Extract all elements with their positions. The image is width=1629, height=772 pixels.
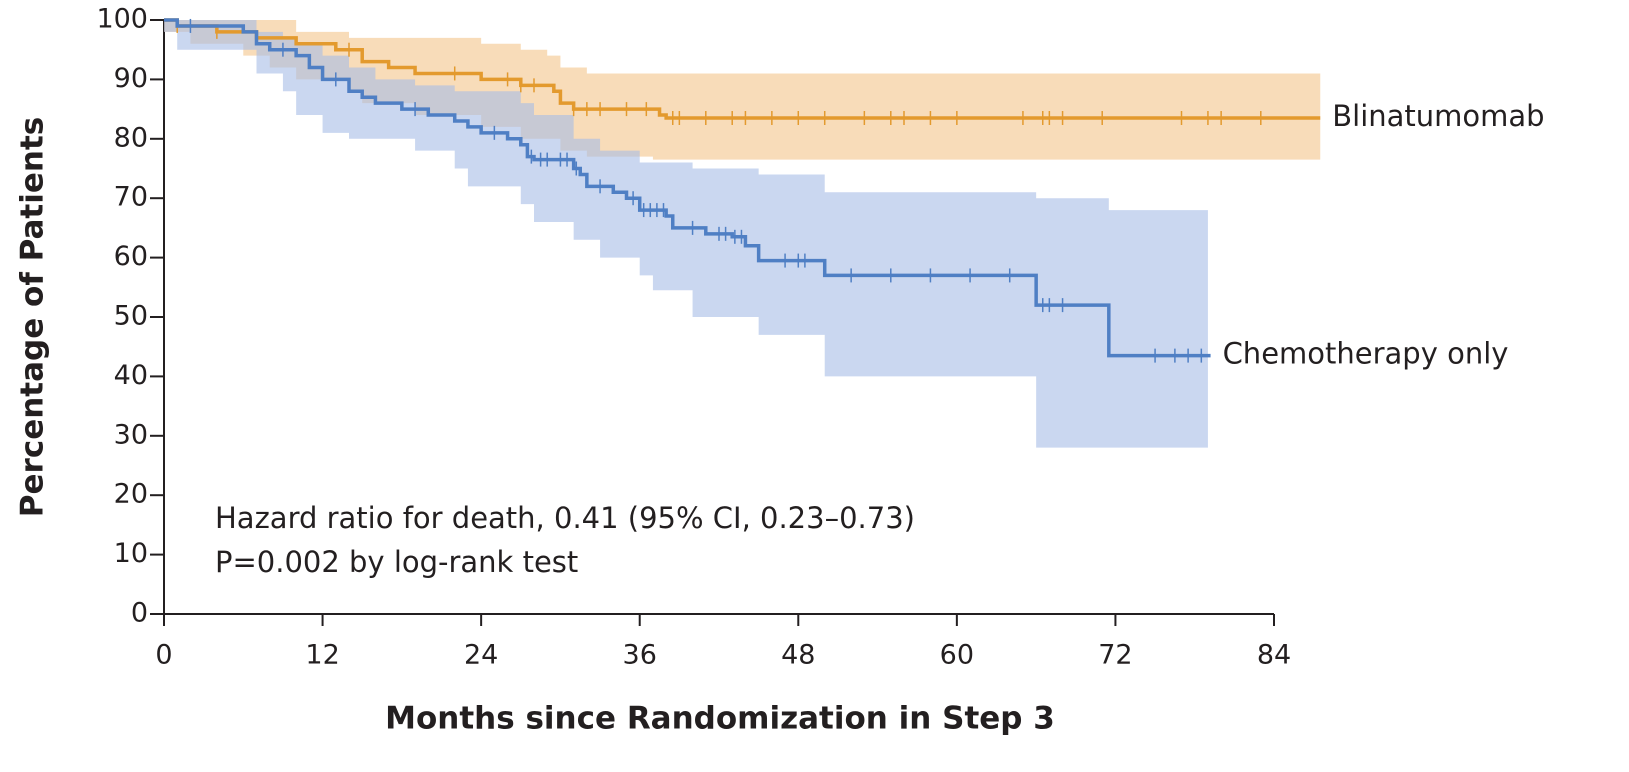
y-axis-label: Percentage of Patients [15, 117, 51, 517]
y-tick-label: 80 [114, 122, 148, 153]
y-tick-label: 100 [96, 4, 148, 35]
y-tick-label: 90 [114, 63, 148, 94]
y-tick-label: 70 [114, 182, 148, 213]
x-tick-label: 0 [155, 640, 172, 671]
x-tick-label: 36 [623, 640, 657, 671]
confidence-band [164, 20, 1321, 160]
legend-label: Chemotherapy only [1223, 337, 1509, 371]
y-tick-label: 60 [114, 241, 148, 272]
annotation: P=0.002 by log-rank test [215, 545, 578, 579]
x-tick-label: 60 [940, 640, 974, 671]
annotation: Hazard ratio for death, 0.41 (95% CI, 0.… [215, 501, 915, 535]
x-tick-label: 24 [464, 640, 498, 671]
x-tick-label: 84 [1257, 640, 1291, 671]
x-tick-label: 48 [781, 640, 815, 671]
x-tick-label: 12 [305, 640, 339, 671]
x-tick-label: 72 [1098, 640, 1132, 671]
y-tick-label: 50 [114, 301, 148, 332]
confidence-band [164, 20, 1208, 448]
y-tick-label: 10 [114, 538, 148, 569]
survival-line [164, 18, 1211, 358]
y-tick-label: 0 [131, 598, 148, 629]
y-tick-label: 30 [114, 419, 148, 450]
x-axis-label: Months since Randomization in Step 3 [385, 701, 1055, 737]
y-tick-label: 20 [114, 479, 148, 510]
legend-label: Blinatumomab [1332, 99, 1544, 133]
y-tick-label: 40 [114, 360, 148, 391]
